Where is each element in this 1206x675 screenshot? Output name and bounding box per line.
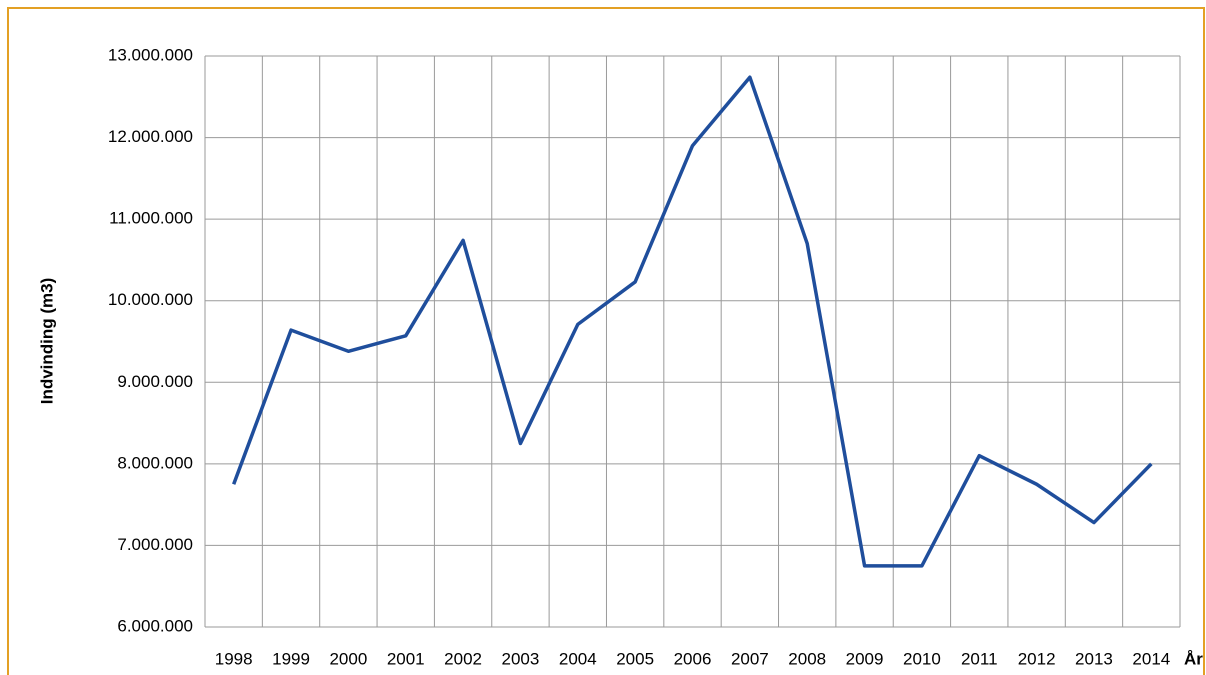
x-tick-label: 2001 [387, 649, 425, 668]
y-tick-label: 9.000.000 [117, 372, 193, 391]
x-tick-label: 2005 [616, 649, 654, 668]
x-tick-label: 2012 [1018, 649, 1056, 668]
x-tick-label: 2003 [502, 649, 540, 668]
x-tick-label: 2007 [731, 649, 769, 668]
y-tick-label: 12.000.000 [108, 127, 193, 146]
x-tick-label: 1998 [215, 649, 253, 668]
y-tick-label: 13.000.000 [108, 45, 193, 64]
x-tick-label: 2011 [961, 649, 998, 668]
line-series [232, 75, 1153, 568]
x-tick-label: 2006 [674, 649, 712, 668]
y-tick-label: 7.000.000 [117, 535, 193, 554]
x-tick-label: 2010 [903, 649, 941, 668]
x-axis-title: År [1184, 649, 1203, 668]
y-tick-label: 11.000.000 [109, 209, 193, 228]
y-tick-label: 10.000.000 [108, 290, 193, 309]
frame [7, 7, 1205, 675]
y-axis-title: Indvinding (m3) [37, 278, 56, 405]
x-tick-label: 2014 [1132, 649, 1170, 668]
x-tick-label: 2013 [1075, 649, 1113, 668]
x-tick-label: 2008 [788, 649, 826, 668]
x-tick-label: 2009 [846, 649, 884, 668]
x-tick-label: 2004 [559, 649, 597, 668]
x-tick-label: 2000 [329, 649, 367, 668]
y-tick-label: 8.000.000 [117, 453, 193, 472]
y-tick-label: 6.000.000 [117, 616, 193, 635]
x-tick-label: 1999 [272, 649, 310, 668]
x-tick-label: 2002 [444, 649, 482, 668]
